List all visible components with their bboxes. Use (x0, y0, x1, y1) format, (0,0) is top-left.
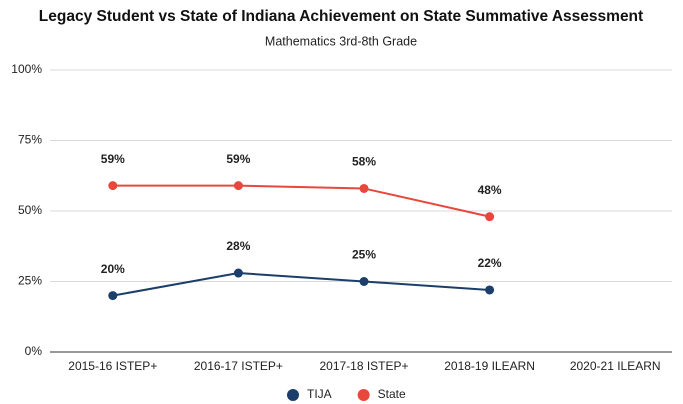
y-tick-label: 25% (18, 274, 42, 288)
y-tick-label: 100% (11, 62, 42, 76)
x-tick-label: 2018-19 ILEARN (444, 359, 535, 373)
data-point (108, 181, 118, 191)
data-point (359, 277, 369, 286)
data-label: 22% (478, 256, 502, 270)
y-tick-label: 75% (18, 133, 42, 147)
data-point (485, 212, 495, 222)
data-point (359, 183, 369, 193)
x-tick-label: 2017-18 ISTEP+ (319, 359, 408, 373)
y-tick-label: 0% (25, 344, 43, 358)
data-label: 59% (226, 152, 250, 166)
data-label: 58% (352, 155, 376, 169)
data-point (485, 285, 495, 295)
legend-label: State (378, 387, 406, 401)
data-label: 48% (478, 183, 502, 197)
series-line (112, 184, 490, 218)
legend-marker (357, 389, 370, 401)
series-line (112, 272, 490, 297)
y-tick-label: 50% (18, 203, 42, 217)
x-tick-label: 2015-16 ISTEP+ (68, 359, 157, 373)
x-tick-label: 2016-17 ISTEP+ (194, 359, 283, 373)
data-label: 28% (226, 239, 250, 253)
legend-marker (287, 389, 299, 401)
data-label: 20% (101, 262, 125, 276)
data-point (108, 291, 118, 301)
data-point (233, 181, 243, 191)
data-label: 25% (352, 248, 376, 262)
chart-subtitle: Mathematics 3rd-8th Grade (265, 34, 417, 48)
chart-title: Legacy Student vs State of Indiana Achie… (39, 8, 643, 25)
data-label: 59% (101, 152, 125, 166)
data-point (233, 268, 243, 278)
x-tick-label: 2020-21 ILEARN (570, 359, 661, 373)
legend-label: TIJA (307, 387, 332, 401)
